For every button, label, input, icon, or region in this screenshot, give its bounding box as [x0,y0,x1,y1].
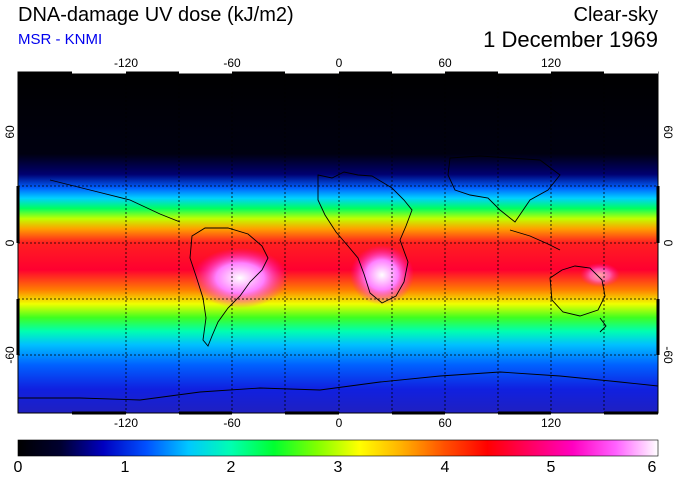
colorbar [17,439,659,457]
colorbar-label: 3 [333,459,343,476]
colorbar-label: 4 [440,459,450,476]
colorbar-label: 2 [226,459,236,476]
lon-tick-bottom: 120 [540,416,562,430]
date-label: 1 December 1969 [483,27,658,52]
graticule [18,72,658,413]
lon-tick-top: -120 [113,56,139,70]
map-frame [16,70,660,415]
colorbar-label: 0 [13,459,23,476]
colorbar-label: 1 [120,459,130,476]
lon-tick-top: 120 [540,56,562,70]
colorbar-label: 5 [546,459,556,476]
coastlines [18,155,658,401]
lon-tick-top: 0 [335,56,343,70]
uv-hotspot-africa [350,245,414,305]
lon-tick-top: 60 [438,56,452,70]
source-label: MSR - KNMI [18,31,103,48]
sky-condition-label: Clear-sky [573,4,658,26]
lon-tick-bottom: -120 [113,416,139,430]
uv-hotspot-south-america [192,248,288,308]
uv-field [18,72,658,413]
lon-tick-bottom: -60 [223,416,241,430]
colorbar-label: 6 [647,459,657,476]
lon-tick-top: -60 [223,56,241,70]
map-title: DNA-damage UV dose (kJ/m2) [18,4,294,26]
lon-tick-bottom: 0 [335,416,343,430]
lon-tick-bottom: 60 [438,416,452,430]
uv-hotspot-pacific [580,263,620,287]
